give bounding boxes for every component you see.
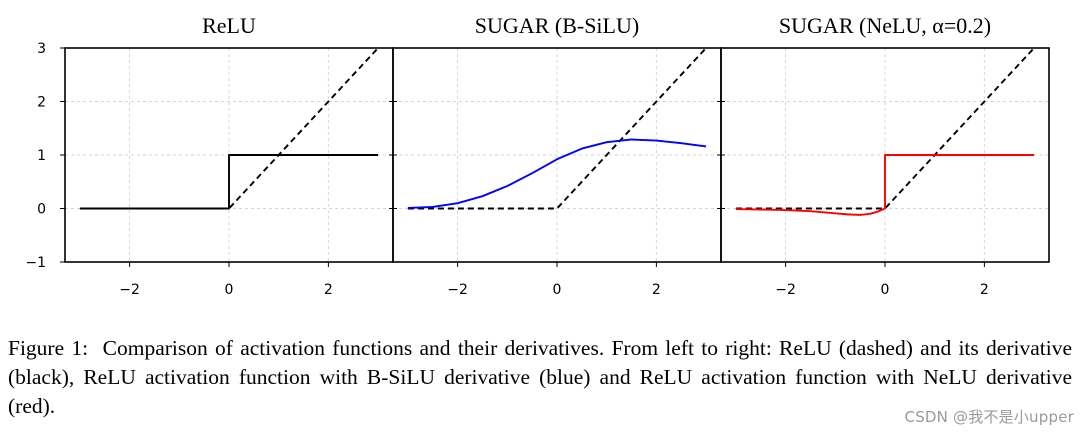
x-tick-label: −2 bbox=[447, 282, 468, 298]
derivative-line bbox=[79, 154, 379, 210]
caption-text: Comparison of activation functions and t… bbox=[8, 336, 1072, 418]
panel-2: −2 0 2 SUGAR (B-SiLU) bbox=[389, 13, 722, 298]
y-tick-label: 0 bbox=[37, 202, 46, 218]
x-tick-label: 0 bbox=[225, 282, 234, 298]
relu-dashed-line bbox=[735, 48, 1035, 210]
panel-title: SUGAR (NeLU, α=0.2) bbox=[779, 13, 991, 38]
x-tick-label: 2 bbox=[324, 282, 333, 298]
panel-title: ReLU bbox=[202, 13, 256, 38]
relu-dashed-line bbox=[407, 48, 707, 210]
x-tick-label: 0 bbox=[553, 282, 562, 298]
figure: −2 0 2 −1 0 1 2 3 ReLU −2 0 2 SUGAR (B-SiLU) −2 0 2 SUGA… bbox=[25, 13, 1050, 298]
x-tick-label: −2 bbox=[775, 282, 796, 298]
panel-3: −2 0 2 SUGAR (NeLU, α=0.2) bbox=[717, 13, 1050, 298]
caption-label: Figure 1: bbox=[8, 336, 89, 360]
y-tick-label: 2 bbox=[37, 95, 46, 111]
derivative-line bbox=[407, 138, 707, 209]
figure-caption: Figure 1: Comparison of activation funct… bbox=[8, 334, 1072, 421]
x-tick-label: 2 bbox=[980, 282, 989, 298]
watermark: CSDN @我不是小upper bbox=[904, 408, 1074, 426]
panel-1: −2 0 2 −1 0 1 2 3 ReLU bbox=[25, 13, 394, 298]
x-tick-label: −2 bbox=[119, 282, 140, 298]
panel-title: SUGAR (B-SiLU) bbox=[475, 13, 639, 38]
y-tick-label: 1 bbox=[37, 148, 46, 164]
x-tick-label: 0 bbox=[881, 282, 890, 298]
derivative-line bbox=[735, 154, 1035, 216]
relu-dashed-line bbox=[79, 48, 379, 210]
y-tick-label: −1 bbox=[25, 255, 46, 271]
x-tick-label: 2 bbox=[652, 282, 661, 298]
y-tick-label: 3 bbox=[37, 41, 46, 57]
